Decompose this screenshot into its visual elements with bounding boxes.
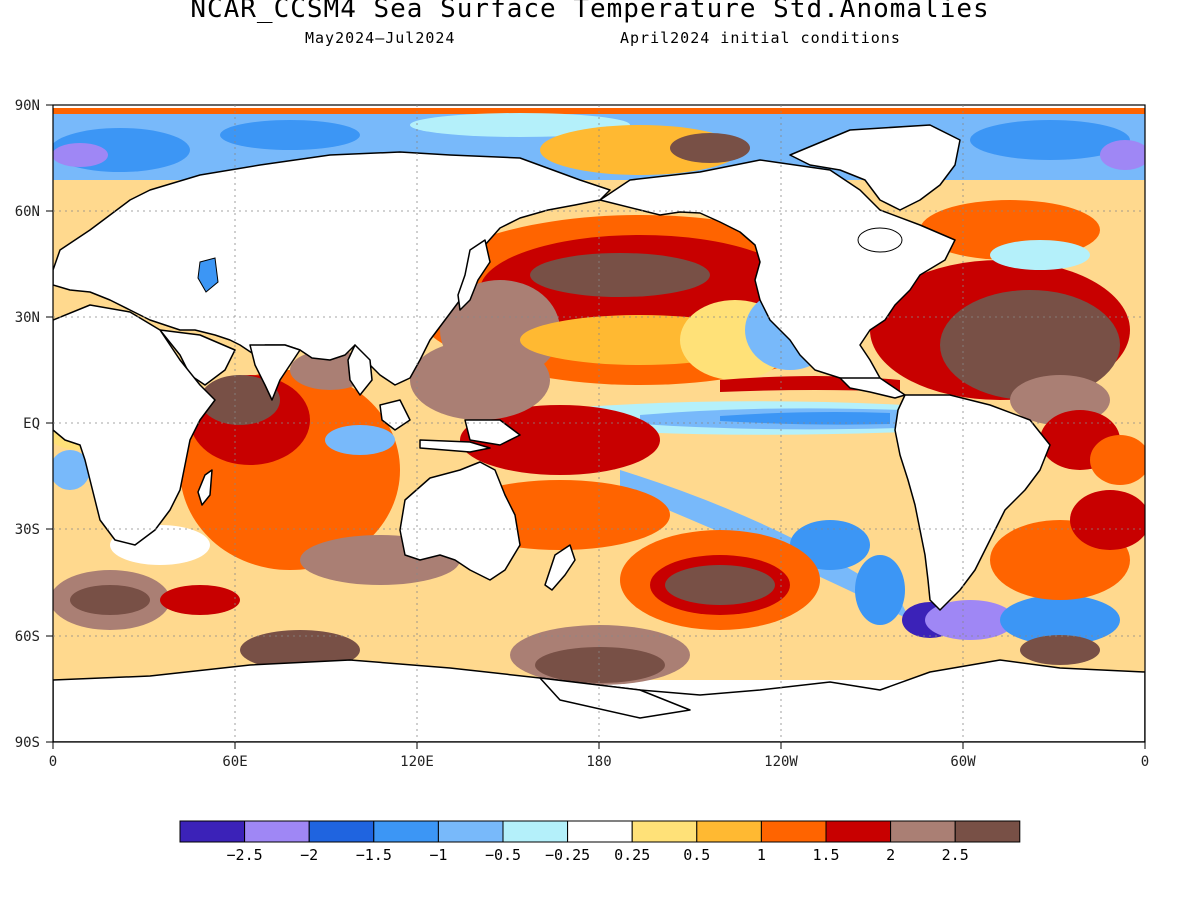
colorbar-swatch (567, 820, 633, 843)
initial-conditions-subtitle: April2024 initial conditions (620, 29, 901, 47)
gridlines (53, 105, 1145, 742)
longitude-labels: 0 60E 120E 180 120W 60W 0 (49, 754, 1149, 770)
colorbar-swatch (502, 820, 569, 843)
colorbar-label: −0.5 (485, 846, 521, 864)
colorbar-swatch (244, 820, 310, 843)
colorbar-label: 1.5 (812, 846, 839, 864)
colorbar-label: −2.5 (227, 846, 263, 864)
lat-label: 30S (15, 522, 40, 538)
colorbar-label: −0.25 (545, 846, 590, 864)
lat-label: EQ (23, 416, 40, 432)
colorbar-swatch (890, 820, 956, 843)
colorbar-swatch (631, 820, 698, 843)
lon-label: 0 (1141, 754, 1149, 770)
map-title: NCAR_CCSM4 Sea Surface Temperature Std.A… (190, 0, 990, 24)
lat-label: 30N (15, 310, 40, 326)
lon-label: 120W (764, 754, 798, 770)
colorbar-label: 2.5 (942, 846, 969, 864)
colorbar-label: 2 (886, 846, 895, 864)
colorbar-swatch (179, 820, 246, 843)
colorbar-label: 0.25 (614, 846, 650, 864)
colorbar-label: −1.5 (356, 846, 392, 864)
lat-label: 60S (15, 629, 40, 645)
anomaly-field (53, 105, 1145, 742)
colorbar-swatch (696, 820, 762, 843)
lat-label: 60N (15, 204, 40, 220)
lon-label: 0 (49, 754, 57, 770)
lon-label: 60W (950, 754, 976, 770)
lat-label: 90N (15, 98, 40, 114)
colorbar-swatch (825, 820, 892, 843)
colorbar-label: −2 (300, 846, 318, 864)
colorbar-swatch (373, 820, 439, 843)
colorbar-swatch (954, 820, 1021, 843)
colorbar-label: 0.5 (683, 846, 710, 864)
forecast-period-subtitle: May2024–Jul2024 (305, 29, 456, 47)
lon-label: 120E (400, 754, 434, 770)
lat-label: 90S (15, 735, 40, 751)
tick-marks (46, 104, 1146, 749)
colorbar-legend: −2.5 −2 −1.5 −1 −0.5 −0.25 0.25 0.5 1 1.5 2 2.5 (179, 820, 1021, 864)
lon-label: 180 (586, 754, 611, 770)
lon-label: 60E (222, 754, 247, 770)
colorbar-swatch (760, 820, 827, 843)
latitude-labels: 90N 60N 30N EQ 30S 60S 90S (15, 98, 40, 751)
colorbar-label: −1 (429, 846, 447, 864)
colorbar-label: 1 (757, 846, 766, 864)
colorbar-swatch (308, 820, 375, 843)
colorbar-swatch (437, 820, 504, 843)
